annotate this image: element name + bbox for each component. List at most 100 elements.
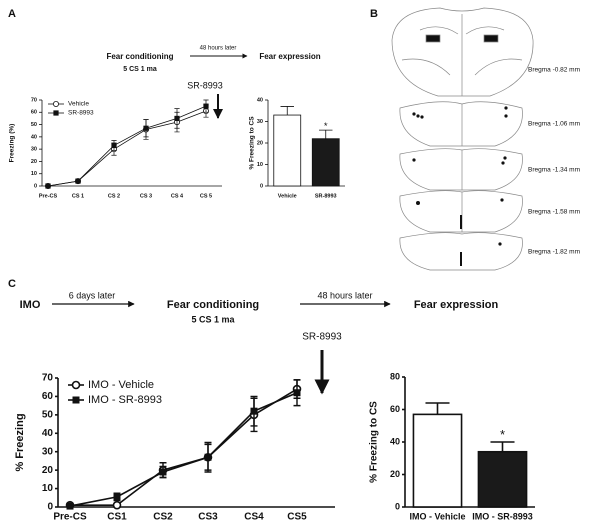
legend-label: Vehicle xyxy=(68,101,89,108)
section-label: Bregma -1.82 mm xyxy=(528,249,580,256)
y-tick-label: 80 xyxy=(390,371,400,381)
y-tick-label: 0 xyxy=(47,502,53,513)
point xyxy=(143,125,149,131)
series-line xyxy=(69,392,298,507)
panel-letter: B xyxy=(370,8,378,20)
x-tick-label: CS4 xyxy=(244,512,264,523)
significance-marker: * xyxy=(324,121,328,132)
x-tick-label: CS 2 xyxy=(108,193,120,199)
y-tick-label: 10 xyxy=(42,483,54,494)
bar xyxy=(273,114,302,187)
section-label: Bregma -1.58 mm xyxy=(528,209,580,216)
error-bar xyxy=(425,402,450,415)
y-tick-label: 70 xyxy=(31,97,37,103)
point xyxy=(203,103,209,109)
x-tick-label: CS2 xyxy=(153,512,173,523)
y-tick-label: 0 xyxy=(260,183,263,189)
point xyxy=(293,389,301,397)
y-tick-label: 40 xyxy=(42,428,54,439)
error-bar xyxy=(143,119,149,138)
point xyxy=(159,468,167,476)
x-tick-label: CS5 xyxy=(287,512,307,523)
legend-marker xyxy=(53,101,60,108)
x-tick-label: CS 4 xyxy=(171,193,184,199)
x-tick-label: Pre-CS xyxy=(53,512,87,523)
error-bar xyxy=(204,443,212,471)
y-tick-label: 50 xyxy=(42,409,54,420)
series-line xyxy=(47,110,207,187)
y-axis-label: Freezing (%) xyxy=(9,124,16,163)
section-label: Bregma -0.82 mm xyxy=(528,67,580,74)
point xyxy=(174,115,180,122)
y-tick-label: 10 xyxy=(257,162,263,168)
drug-label: SR-8993 xyxy=(302,332,342,343)
drug-label: SR-8993 xyxy=(187,80,223,90)
error-bar xyxy=(203,99,209,113)
brain-sections xyxy=(391,7,534,271)
panel-letter: A xyxy=(8,8,16,20)
legend-marker xyxy=(53,110,59,116)
delay-label: 6 days later xyxy=(69,290,116,300)
y-axis-label: % Freezing to CS xyxy=(249,116,256,170)
step-detail: 5 CS 1 ma xyxy=(191,314,235,324)
point xyxy=(111,142,117,149)
y-tick-label: 20 xyxy=(42,465,54,476)
x-tick-label: CS 3 xyxy=(140,193,152,199)
y-tick-label: 40 xyxy=(390,436,400,446)
y-tick-label: 0 xyxy=(34,183,37,189)
y-tick-label: 30 xyxy=(31,147,37,153)
point xyxy=(250,407,258,415)
delay-label: 48 hours later xyxy=(200,46,237,52)
x-tick-label: CS3 xyxy=(198,512,218,523)
significance-marker: * xyxy=(500,427,505,442)
x-tick-label: CS 5 xyxy=(200,193,212,199)
step-label: IMO xyxy=(20,299,41,311)
y-tick-label: 30 xyxy=(257,119,263,125)
point xyxy=(66,502,74,510)
x-tick-label: IMO - SR-8993 xyxy=(472,511,533,521)
y-tick-label: 60 xyxy=(42,391,54,402)
bar xyxy=(412,413,463,508)
error-bar xyxy=(490,441,515,452)
y-tick-label: 20 xyxy=(257,140,263,146)
x-tick-label: CS1 xyxy=(107,512,127,523)
point xyxy=(112,500,122,510)
y-tick-label: 50 xyxy=(31,122,37,128)
x-tick-label: IMO - Vehicle xyxy=(409,511,465,521)
step-label: Fear expression xyxy=(259,52,320,61)
legend-label: IMO - SR-8993 xyxy=(88,394,162,406)
x-tick-label: CS 1 xyxy=(72,193,84,199)
point xyxy=(75,178,81,184)
bar xyxy=(477,450,528,508)
step-label: Fear conditioning xyxy=(106,52,173,61)
error-bar xyxy=(250,395,258,427)
y-tick-label: 60 xyxy=(31,110,37,116)
y-tick-label: 20 xyxy=(31,159,37,165)
error-bar xyxy=(174,108,180,129)
y-tick-label: 30 xyxy=(42,446,54,457)
series-line xyxy=(47,105,207,187)
x-tick-label: SR-8993 xyxy=(315,193,337,199)
injection-sites xyxy=(412,106,508,246)
y-tick-label: 70 xyxy=(42,373,54,384)
y-axis-label: % Freezing xyxy=(14,413,26,471)
section-label: Bregma -1.34 mm xyxy=(528,167,580,174)
y-tick-label: 60 xyxy=(390,404,400,414)
error-bar xyxy=(293,379,301,407)
legend-marker xyxy=(72,396,80,404)
legend-marker xyxy=(71,380,81,390)
bar xyxy=(311,138,340,187)
y-tick-label: 40 xyxy=(257,97,263,103)
panel-letter: C xyxy=(8,278,16,290)
point xyxy=(204,453,212,461)
y-tick-label: 0 xyxy=(395,501,400,511)
section-label: Bregma -1.06 mm xyxy=(528,121,580,128)
y-tick-label: 20 xyxy=(390,469,400,479)
x-tick-label: Vehicle xyxy=(278,193,297,199)
error-bar xyxy=(280,106,294,116)
step-label: Fear conditioning xyxy=(167,299,259,311)
y-tick-label: 10 xyxy=(31,171,37,177)
step-label: Fear expression xyxy=(414,299,499,311)
point xyxy=(113,493,121,501)
